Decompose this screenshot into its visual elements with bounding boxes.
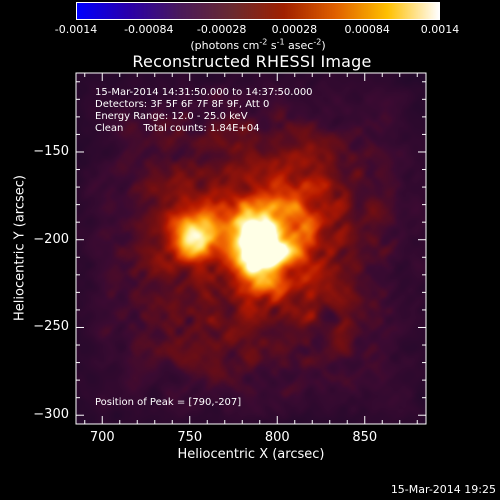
y-tick-label: −200	[33, 231, 69, 247]
colorbar-tick-label: 0.0014	[420, 23, 460, 36]
x-axis-label: Heliocentric X (arcsec)	[177, 447, 325, 462]
footer-timestamp: 15-Mar-2014 19:25	[390, 483, 496, 496]
colorbar-tick-label: 0.00084	[344, 23, 390, 36]
info-method: Clean	[95, 123, 124, 134]
x-tick-label: 800	[264, 430, 290, 445]
peak-position: Position of Peak = [790,-207]	[95, 397, 242, 408]
colorbar-tick-label: -0.00028	[196, 23, 247, 36]
info-time-range: 15-Mar-2014 14:31:50.000 to 14:37:50.000	[95, 87, 313, 98]
y-tick-label: −250	[33, 319, 69, 335]
y-tick-label: −300	[33, 407, 69, 423]
info-energy-range: Energy Range: 12.0 - 25.0 keV	[95, 111, 248, 122]
colorbar-tick-label: -0.0014	[54, 23, 98, 36]
colorbar-tick-label: 0.00028	[271, 23, 318, 36]
colorbar-gradient	[77, 3, 439, 19]
colorbar-units: (photons cm-2 s-1 asec-2)	[190, 37, 326, 52]
y-axis-label: Heliocentric Y (arcsec)	[12, 175, 28, 321]
x-tick-label: 850	[352, 430, 378, 445]
plot-title: Reconstructed RHESSI Image	[132, 52, 372, 71]
info-detectors: Detectors: 3F 5F 6F 7F 8F 9F, Att 0	[95, 99, 270, 110]
colorbar	[76, 2, 440, 20]
info-method-counts: Clean Total counts: 1.84E+04	[95, 123, 260, 134]
x-tick-label: 700	[89, 430, 115, 445]
y-tick-label: −150	[33, 143, 69, 159]
x-tick-label: 750	[177, 430, 203, 445]
info-counts: Total counts: 1.84E+04	[143, 123, 260, 134]
colorbar-tick-label: -0.00084	[124, 23, 174, 36]
